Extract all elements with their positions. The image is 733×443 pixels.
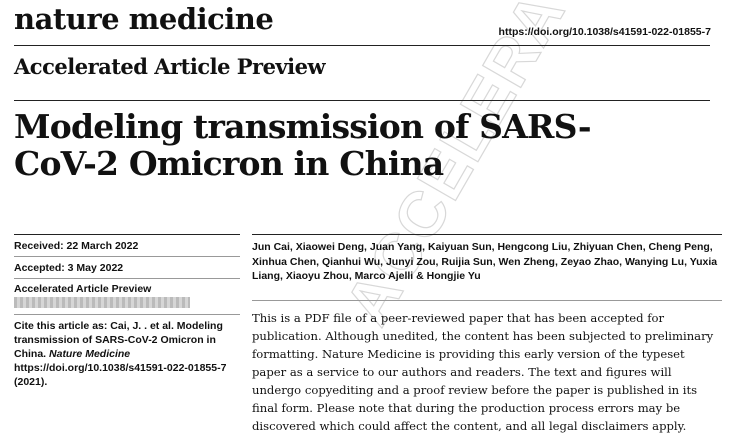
rule (14, 45, 710, 46)
authors: Jun Cai, Xiaowei Deng, Juan Yang, Kaiyua… (252, 241, 718, 282)
doi: https://doi.org/10.1038/s41591-022-01855… (498, 26, 711, 38)
citation: Cite this article as: Cai, J. . et al. M… (14, 319, 236, 389)
rule (14, 100, 710, 101)
preview-label: Accelerated Article Preview (14, 54, 326, 79)
notice: This is a PDF file of a peer-reviewed pa… (252, 311, 714, 433)
rule (14, 278, 240, 279)
citation-text: https://doi.org/10.1038/s41591-022-01855… (14, 362, 227, 388)
preview-status: Accelerated Article Preview (14, 283, 152, 295)
journal-name: nature medicine (14, 2, 274, 36)
accepted-date: Accepted: 3 May 2022 (14, 262, 124, 274)
citation-journal: Nature Medicine (49, 348, 131, 360)
rule (252, 300, 722, 301)
rule (14, 314, 240, 315)
article-title: Modeling transmission of SARS-CoV-2 Omic… (14, 107, 592, 183)
rule (14, 234, 240, 235)
rule (252, 234, 722, 235)
redacted-field (14, 297, 190, 308)
rule (14, 256, 240, 257)
citation-text: Cite this article as: Cai, J. . et al. M… (14, 320, 223, 360)
received-date: Received: 22 March 2022 (14, 240, 139, 252)
